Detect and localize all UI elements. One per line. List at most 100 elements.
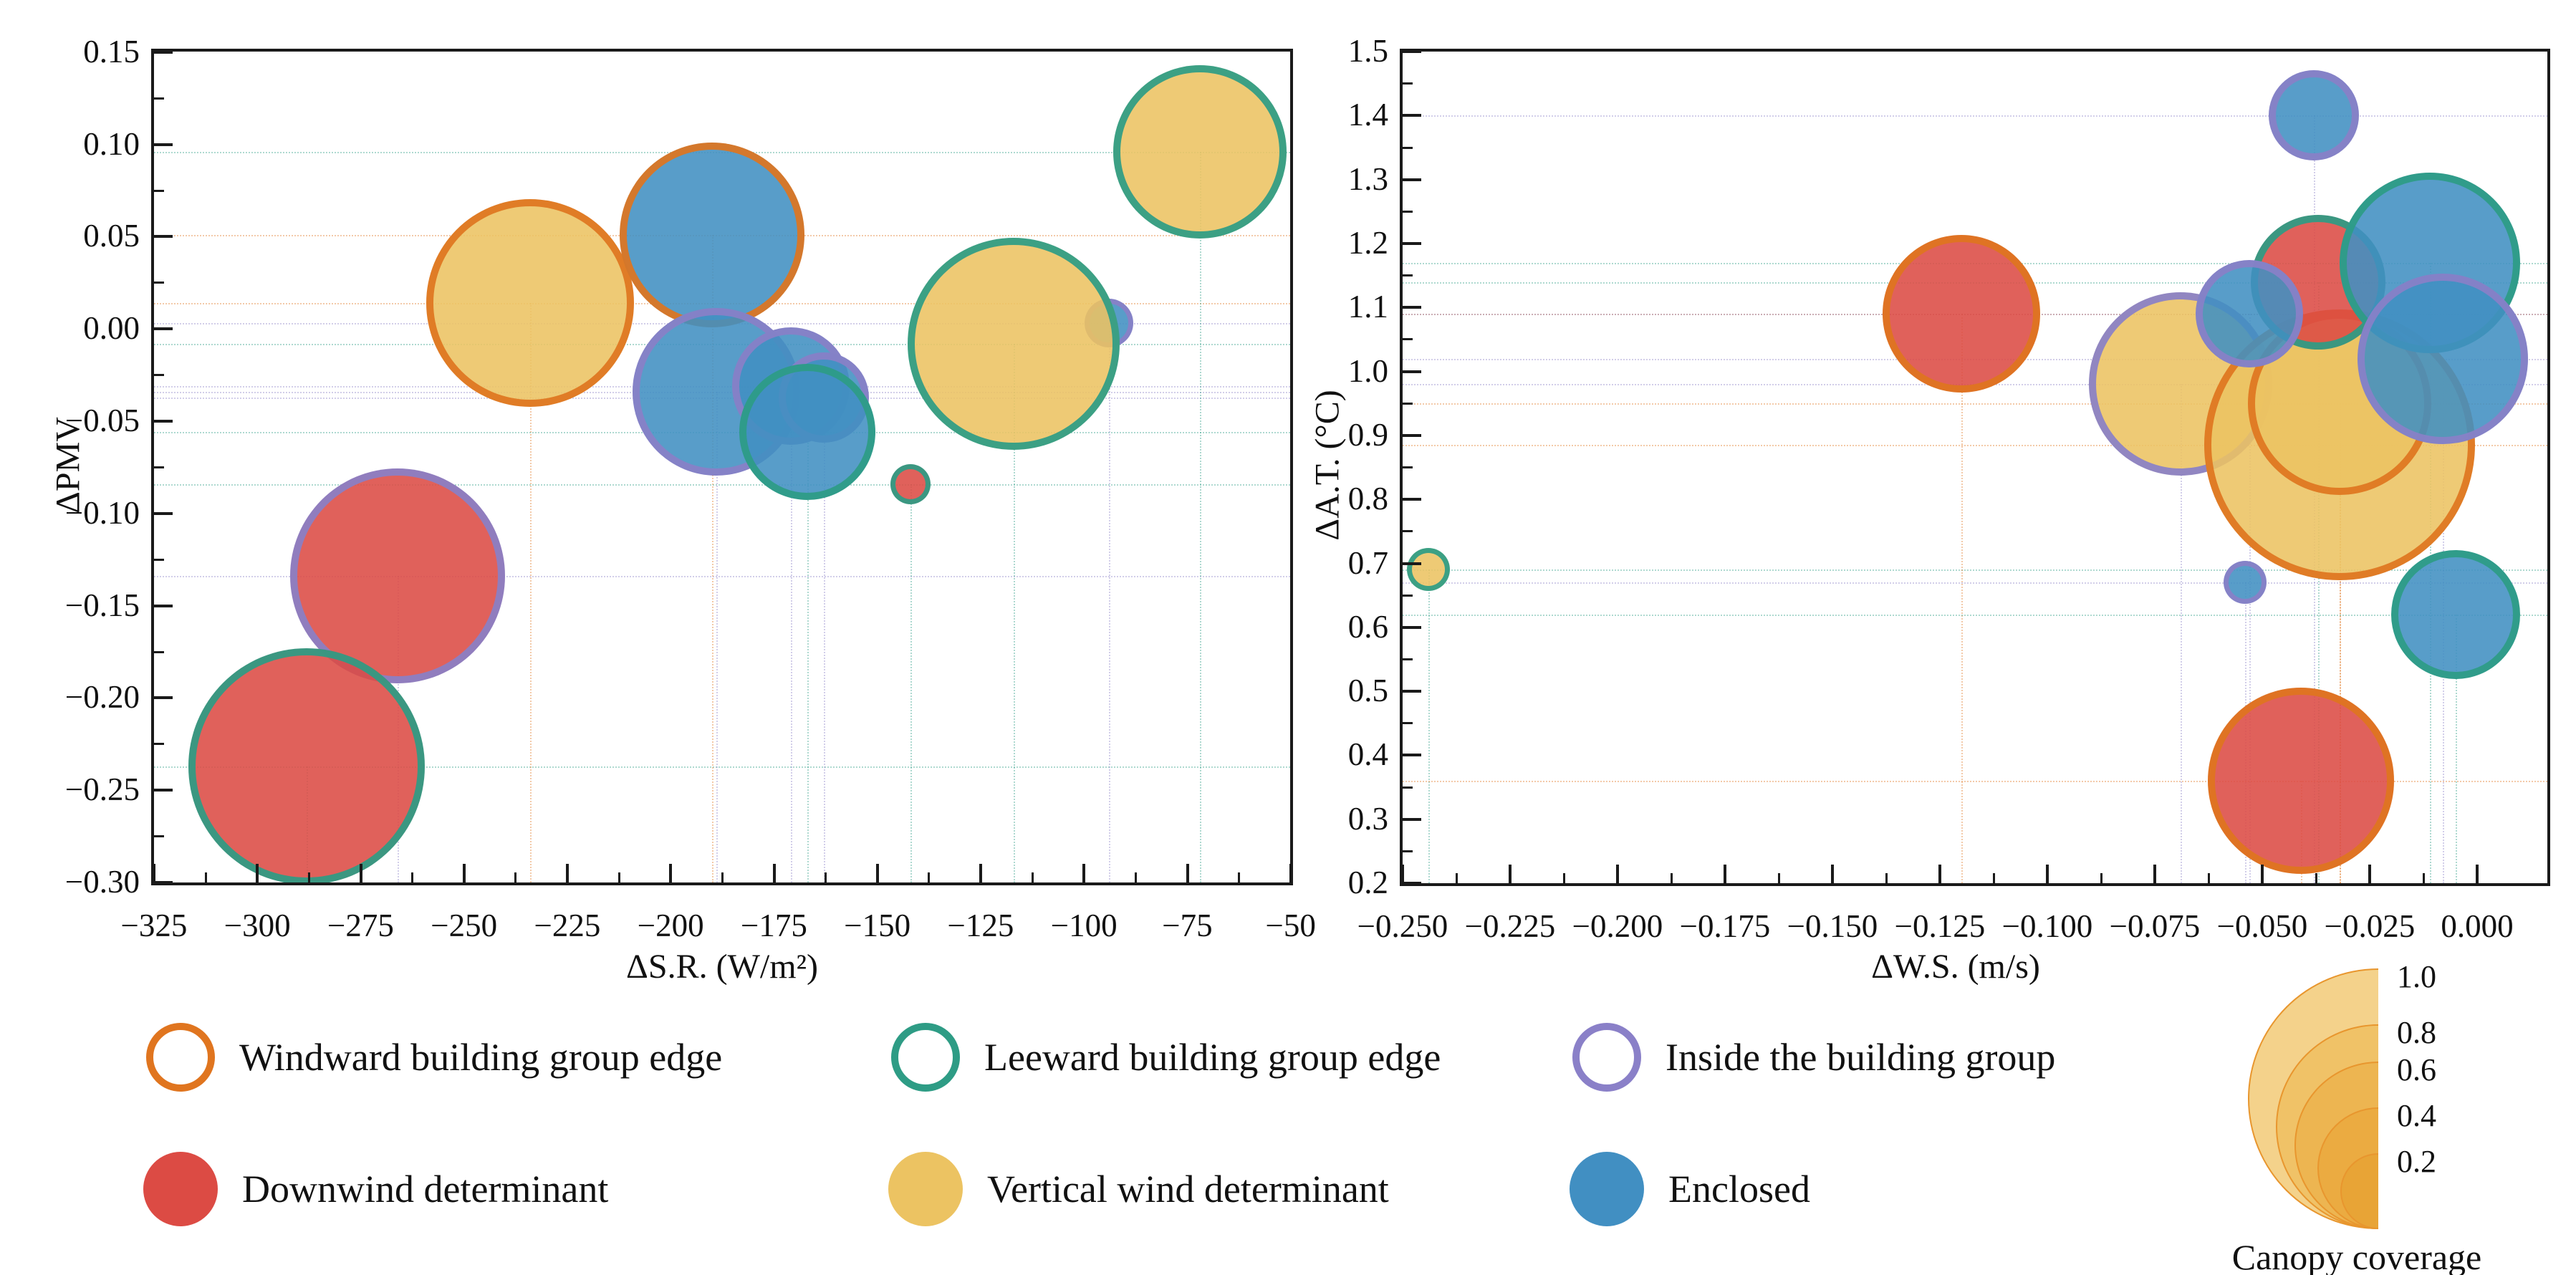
y-major-tick (154, 420, 173, 423)
y-major-tick (154, 327, 173, 331)
y-tick-label: 0.10 (83, 125, 140, 162)
bubble-drop-line-horizontal (1403, 115, 2547, 117)
x-major-tick (1401, 865, 1404, 883)
canopy-size-value: 1.0 (2397, 959, 2436, 994)
y-minor-tick (1403, 786, 1413, 789)
bubble-drop-line-vertical (2318, 282, 2320, 883)
y-major-tick (154, 511, 173, 515)
legend-item-label: Vertical wind determinant (987, 1168, 1389, 1211)
y-major-tick (1403, 370, 1421, 373)
y-tick-label: 0.7 (1347, 544, 1388, 581)
y-minor-tick (1403, 850, 1413, 852)
x-tick-label: 0.000 (2441, 908, 2514, 944)
legend-item-zone: Windward building group edge (146, 1023, 722, 1092)
y-minor-tick (154, 374, 164, 377)
y-tick-label: 0.6 (1347, 608, 1388, 645)
y-major-tick (1403, 178, 1421, 181)
canopy-size-value: 0.8 (2397, 1015, 2436, 1050)
data-bubble-enclosed-inside-group (2358, 273, 2528, 444)
y-minor-tick (1403, 594, 1413, 597)
x-minor-tick (1031, 872, 1034, 882)
x-major-tick (669, 864, 673, 882)
x-tick-label: −325 (120, 908, 188, 943)
y-minor-tick (1403, 466, 1413, 469)
data-bubble-enclosed-inside-group (2269, 70, 2359, 161)
size-legend-title: Canopy coverage (2231, 1237, 2482, 1275)
y-major-tick (1403, 754, 1421, 757)
x-tick-label: −50 (1265, 908, 1316, 943)
y-tick-label: −0.30 (64, 864, 140, 900)
determinant-dot-icon (143, 1152, 218, 1226)
x-minor-tick (1238, 872, 1241, 882)
x-minor-tick (617, 872, 620, 882)
x-minor-tick (1455, 873, 1458, 883)
x-tick-label: −175 (741, 908, 807, 943)
y-major-tick (154, 143, 173, 146)
bubble-drop-line-vertical (1199, 151, 1201, 882)
left-x-axis-title: ΔS.R. (W/m²) (626, 948, 818, 986)
bubble-drop-line-vertical (1428, 569, 1430, 883)
bubble-drop-line-vertical (910, 483, 912, 882)
x-minor-tick (928, 872, 931, 882)
y-major-tick (1403, 114, 1421, 117)
x-minor-tick (1992, 873, 1995, 883)
x-tick-label: −250 (431, 908, 498, 943)
y-major-tick (154, 235, 173, 239)
bubble-drop-line-vertical (711, 234, 713, 882)
bubble-drop-line-vertical (716, 391, 718, 882)
data-bubble-enclosed-inside-group (2196, 260, 2303, 368)
y-minor-tick (154, 558, 164, 561)
x-minor-tick (2315, 873, 2317, 883)
x-minor-tick (1134, 872, 1137, 882)
y-major-tick (1403, 306, 1421, 309)
data-bubble-downwind-inside-group (290, 468, 506, 684)
bubble-drop-line-vertical (1961, 314, 1963, 883)
x-tick-label: −0.050 (2216, 908, 2308, 944)
bubble-drop-line-horizontal (154, 576, 1290, 578)
y-tick-label: 0.00 (83, 310, 140, 347)
x-tick-label: −0.100 (2001, 908, 2093, 944)
y-tick-label: −0.10 (64, 494, 140, 531)
y-major-tick (1403, 817, 1421, 821)
x-tick-label: −0.175 (1679, 908, 1771, 944)
bubble-drop-line-horizontal (1403, 569, 2547, 572)
y-tick-label: 1.1 (1347, 289, 1388, 325)
y-major-tick (1403, 690, 1421, 693)
right-x-axis-title: ΔW.S. (m/s) (1871, 948, 2040, 986)
y-minor-tick (154, 743, 164, 746)
y-major-tick (1403, 242, 1421, 245)
y-tick-label: 1.3 (1347, 160, 1388, 197)
bubble-drop-line-vertical (2340, 445, 2341, 883)
plot-frame (151, 49, 1293, 885)
bubble-drop-line-horizontal (154, 766, 1290, 768)
legend-item-zone: Leeward building group edge (891, 1023, 1441, 1092)
x-tick-label: −0.075 (2109, 908, 2201, 944)
x-minor-tick (514, 872, 517, 882)
x-major-tick (153, 864, 155, 882)
x-major-tick (359, 864, 362, 882)
x-tick-label: −200 (637, 908, 704, 943)
bubble-drop-line-vertical (2456, 614, 2457, 883)
y-tick-label: −0.15 (64, 587, 140, 623)
x-major-tick (256, 864, 259, 882)
x-major-tick (566, 864, 569, 882)
y-major-tick (1403, 562, 1421, 565)
y-major-tick (154, 50, 173, 54)
y-minor-tick (154, 189, 164, 192)
x-minor-tick (1885, 873, 1888, 883)
legend-item-label: Leeward building group edge (984, 1036, 1441, 1079)
x-tick-label: −0.025 (2324, 908, 2416, 944)
canopy-size-value: 0.2 (2397, 1144, 2436, 1179)
y-major-tick (154, 696, 173, 700)
bubble-drop-line-vertical (807, 432, 809, 882)
y-tick-label: 0.5 (1347, 673, 1388, 709)
y-minor-tick (154, 97, 164, 100)
x-major-tick (772, 864, 776, 882)
y-minor-tick (1403, 146, 1413, 149)
data-bubble-vertical-wind-leeward-edge (908, 237, 1120, 450)
y-major-tick (1403, 433, 1421, 437)
legend-item-label: Windward building group edge (239, 1036, 723, 1079)
y-minor-tick (1403, 402, 1413, 405)
y-minor-tick (1403, 722, 1413, 725)
